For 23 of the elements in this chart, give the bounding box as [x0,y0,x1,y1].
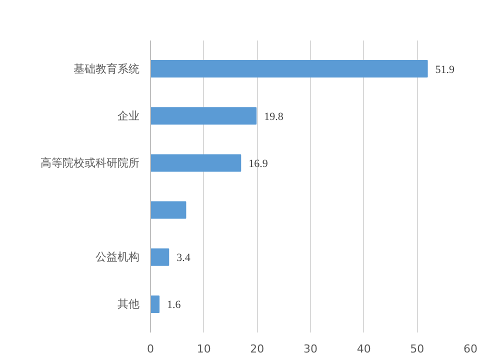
data-label: 19.8 [264,110,284,123]
data-label: 1.6 [167,299,182,312]
x-tick-label: 30 [304,342,318,356]
y-tick-label: 其他 [118,298,140,311]
data-label: 16.9 [248,158,268,170]
x-tick-label: 0 [147,342,154,356]
bar [150,201,186,219]
x-tick-label: 50 [410,342,424,356]
data-label: 3.4 [176,252,191,264]
y-tick-label: 公益机构 [96,250,140,264]
x-tick-label: 40 [356,342,371,356]
x-tick-label: 20 [250,342,264,356]
bar [150,248,170,266]
bar [150,154,242,172]
x-tick-label: 60 [464,342,478,356]
bar [150,107,257,125]
y-tick-label: 企业 [118,109,140,122]
x-tick-label: 10 [196,342,211,356]
bar [150,60,428,78]
data-label: 51.9 [435,64,456,76]
y-tick-label: 高等院校或科研院所 [40,156,140,170]
bar [150,296,160,313]
y-tick-label: 基础教育系统 [74,62,140,76]
